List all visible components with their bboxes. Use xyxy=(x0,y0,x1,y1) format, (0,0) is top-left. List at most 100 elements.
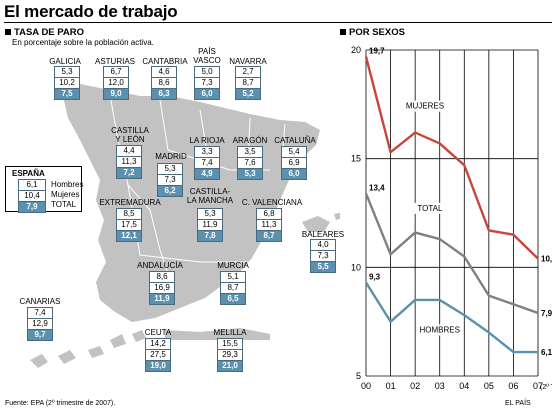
region-box-cantabria: 4,6 8,6 6,3 xyxy=(151,66,177,100)
region-label-pais-vasco: PAÍS VASCO xyxy=(193,47,221,65)
men-value: 4,6 xyxy=(152,67,176,78)
baleares-shape xyxy=(302,216,330,232)
women-value: 29,3 xyxy=(218,350,242,361)
men-value: 3,3 xyxy=(195,147,219,158)
series-name-label: HOMBRES xyxy=(419,326,459,335)
men-value: 15,5 xyxy=(218,339,242,350)
legend-men-label: Hombres xyxy=(51,180,84,189)
region-box-extremadura: 8,5 17,5 12,1 xyxy=(116,208,142,242)
x-tick-label: 01 xyxy=(386,381,396,391)
legend-box: 6,1 10,4 7,9 xyxy=(18,179,46,213)
x-tick-label: 00 xyxy=(361,381,371,391)
region-label-ceuta: CEUTA xyxy=(144,328,172,337)
region-box-baleares: 4,0 7,3 5,5 xyxy=(310,239,336,273)
series-name-label: TOTAL xyxy=(417,204,443,213)
total-value: 6,0 xyxy=(195,89,219,99)
series-name-bg xyxy=(401,100,448,112)
footer-brand: EL PAÍS xyxy=(505,400,531,407)
region-box-cataluna: 5,4 6,9 6,0 xyxy=(281,146,307,180)
x-axis-note: (2º Tr.) xyxy=(540,384,552,391)
men-value: 5,1 xyxy=(221,272,245,283)
total-value: 21,0 xyxy=(218,361,242,371)
legend-total-value: 7,9 xyxy=(19,202,45,212)
x-tick-label: 02 xyxy=(410,381,420,391)
men-value: 5,3 xyxy=(198,209,222,220)
region-label-andalucia: ANDALUCÍA xyxy=(137,261,183,270)
series-line-hombres xyxy=(364,281,538,354)
series-start-label: 9,3 xyxy=(369,273,381,282)
women-value: 16,9 xyxy=(150,283,174,294)
region-label-canarias: CANARIAS xyxy=(19,297,61,306)
right-section-label: POR SEXOS xyxy=(349,27,405,38)
women-value: 8,6 xyxy=(152,78,176,89)
series-end-label: 10,4 xyxy=(541,255,552,264)
total-value: 7,8 xyxy=(198,231,222,241)
total-value: 12,1 xyxy=(117,231,141,241)
y-tick-label: 10 xyxy=(351,262,361,272)
total-value: 6,3 xyxy=(152,89,176,99)
region-label-castilla-mancha: CASTILLA- LA MANCHA xyxy=(186,187,234,205)
left-section-label: TASA DE PARO xyxy=(14,27,85,38)
series-line-total xyxy=(364,192,539,315)
region-box-andalucia: 8,6 16,9 11,9 xyxy=(149,271,175,305)
series-name-label: MUJERES xyxy=(406,102,444,111)
series-name-bg xyxy=(412,202,447,214)
page-title: El mercado de trabajo xyxy=(4,2,178,21)
men-value: 2,7 xyxy=(236,67,260,78)
region-label-baleares: BALEARES xyxy=(301,230,345,239)
region-box-aragon: 3,5 7,6 5,3 xyxy=(237,146,263,180)
region-label-navarra: NAVARRA xyxy=(229,57,267,66)
region-label-cataluna: CATALUÑA xyxy=(274,136,316,145)
region-box-canarias: 7,4 12,9 9,7 xyxy=(27,307,53,341)
series-end-label: 7,9 xyxy=(541,309,552,318)
canarias-shape-5 xyxy=(132,330,146,342)
total-value: 8,7 xyxy=(257,231,281,241)
men-value: 5,4 xyxy=(282,147,306,158)
legend-total-label: TOTAL xyxy=(51,200,77,209)
left-subtitle: En porcentaje sobre la población activa. xyxy=(12,38,154,47)
women-value: 7,3 xyxy=(158,175,182,186)
men-value: 14,2 xyxy=(146,339,170,350)
series-start-label: 19,7 xyxy=(369,47,385,56)
total-value: 5,3 xyxy=(238,169,262,179)
total-value: 6,5 xyxy=(221,294,245,304)
total-value: 6,2 xyxy=(158,186,182,196)
region-label-aragon: ARAGÓN xyxy=(232,136,268,145)
men-value: 8,5 xyxy=(117,209,141,220)
region-label-galicia: GALICIA xyxy=(49,57,81,66)
legend-title: ESPAÑA xyxy=(12,169,45,178)
women-value: 12,0 xyxy=(104,78,128,89)
region-box-murcia: 5,1 8,7 6,5 xyxy=(220,271,246,305)
canarias-shape-4 xyxy=(110,334,126,348)
africa-coast-shape xyxy=(165,328,270,340)
women-value: 8,7 xyxy=(236,78,260,89)
women-value: 11,3 xyxy=(257,220,281,231)
canarias-shape-2 xyxy=(58,350,76,364)
region-box-melilla: 15,5 29,3 21,0 xyxy=(217,338,243,372)
women-value: 11,9 xyxy=(198,220,222,231)
x-tick-label: 07 xyxy=(533,381,543,391)
line-chart: 5 10 15 20 00 01 02 03 04 05 06 07(2º Tr.) 19,7 10,4 1… xyxy=(351,45,552,391)
region-box-navarra: 2,7 8,7 5,2 xyxy=(235,66,261,100)
right-section-title: POR SEXOS xyxy=(340,27,405,38)
x-tick-label: 03 xyxy=(435,381,445,391)
series-end-label: 6,1 xyxy=(541,348,552,357)
region-box-asturias: 6,7 12,0 9,0 xyxy=(103,66,129,100)
region-label-valenciana: C. VALENCIANA xyxy=(241,198,303,207)
region-box-valenciana: 6,8 11,3 8,7 xyxy=(256,208,282,242)
women-value: 17,5 xyxy=(117,220,141,231)
men-value: 5,3 xyxy=(55,67,79,78)
women-value: 10,2 xyxy=(55,78,79,89)
total-value: 6,0 xyxy=(282,169,306,179)
men-value: 3,5 xyxy=(238,147,262,158)
region-box-ceuta: 14,2 27,5 19,0 xyxy=(145,338,171,372)
menorca-shape xyxy=(334,212,340,220)
men-value: 4,0 xyxy=(311,240,335,251)
region-label-asturias: ASTURIAS xyxy=(94,57,136,66)
total-value: 9,0 xyxy=(104,89,128,99)
total-value: 19,0 xyxy=(146,361,170,371)
legend-women-label: Mujeres xyxy=(51,190,80,199)
section-square-icon xyxy=(340,29,346,35)
region-label-madrid: MADRID xyxy=(155,152,187,161)
legend-men-value: 6,1 xyxy=(19,180,45,191)
